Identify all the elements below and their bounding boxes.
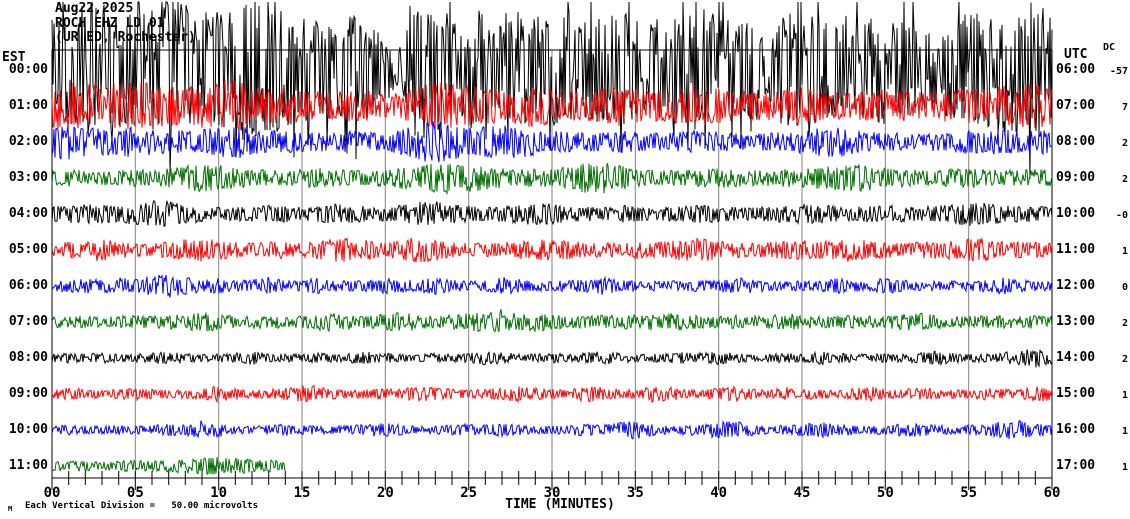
minute-tick-label: 25 xyxy=(460,485,478,501)
est-hour-label: 02:00 xyxy=(8,134,48,149)
minute-tick-label: 55 xyxy=(960,485,978,501)
trace-row xyxy=(51,274,1053,298)
trace-row xyxy=(51,349,1053,368)
minute-tick-label: 15 xyxy=(293,485,311,501)
trace-row xyxy=(51,1,1053,179)
dc-value: 2 xyxy=(1121,354,1128,365)
utc-hour-label: 06:00 xyxy=(1056,62,1096,77)
trace-row xyxy=(51,309,1053,333)
dc-value: 2 xyxy=(1121,318,1128,329)
dc-value: 1 xyxy=(1121,390,1128,401)
trace-row xyxy=(51,120,1053,163)
est-timezone-label: EST xyxy=(2,50,26,65)
dc-value: 2 xyxy=(1121,174,1128,185)
scale-marker-icon: M xyxy=(8,505,13,513)
minute-tick-label: 10 xyxy=(210,485,228,501)
dc-value: -0 xyxy=(1115,210,1128,221)
dc-value: 0 xyxy=(1121,282,1128,293)
scale-note-text: Each Vertical Division = xyxy=(25,501,156,511)
trace-row xyxy=(51,162,1053,196)
utc-hour-label: 11:00 xyxy=(1056,242,1096,257)
utc-hour-label: 13:00 xyxy=(1056,314,1096,329)
est-hour-label: 06:00 xyxy=(8,278,48,293)
trace-row xyxy=(51,237,1053,263)
utc-hour-label: 08:00 xyxy=(1056,134,1096,149)
est-hour-label: 08:00 xyxy=(8,350,48,365)
trace-row xyxy=(51,457,286,475)
dc-value: 2 xyxy=(1121,138,1128,149)
scale-note-value: 50.00 microvolts xyxy=(171,501,259,511)
minute-tick-label: 20 xyxy=(376,485,394,501)
utc-timezone-label: UTC xyxy=(1064,47,1088,62)
utc-hour-label: 14:00 xyxy=(1056,350,1096,365)
est-hour-label: 05:00 xyxy=(8,242,48,257)
dc-value: 1 xyxy=(1121,462,1128,473)
minute-tick-label: 35 xyxy=(626,485,644,501)
minute-tick-label: 30 xyxy=(543,485,561,501)
x-axis-title: TIME (MINUTES) xyxy=(505,497,615,512)
scale-note: Each Vertical Division = 50.00 microvolt… xyxy=(25,501,258,511)
est-hour-label: 01:00 xyxy=(8,98,48,113)
trace-row xyxy=(51,385,1053,404)
trace-row xyxy=(51,419,1053,440)
minute-tick-label: 45 xyxy=(793,485,811,501)
utc-hour-label: 09:00 xyxy=(1056,170,1096,185)
utc-hour-label: 12:00 xyxy=(1056,278,1096,293)
dc-column-label: DC xyxy=(1103,42,1116,53)
trace-row xyxy=(51,199,1053,227)
plot-frame xyxy=(51,49,1053,479)
dc-value: 7 xyxy=(1121,102,1128,113)
station-code: ROCH EHZ LD 01 xyxy=(55,16,165,31)
utc-hour-label: 15:00 xyxy=(1056,386,1096,401)
grid-lines xyxy=(134,50,970,478)
est-hour-label: 03:00 xyxy=(8,170,48,185)
station-location: (UR ED, Rochester) xyxy=(55,30,196,45)
est-hour-label: 09:00 xyxy=(8,386,48,401)
est-hour-label: 07:00 xyxy=(8,314,48,329)
dc-value: 1 xyxy=(1121,246,1128,257)
recording-date: Aug22,2025 xyxy=(55,1,134,16)
utc-hour-label: 16:00 xyxy=(1056,422,1096,437)
minute-tick-label: 60 xyxy=(1043,485,1061,501)
est-hour-label: 10:00 xyxy=(8,422,48,437)
minute-tick-label: 05 xyxy=(126,485,144,501)
minute-tick-label: 50 xyxy=(876,485,894,501)
est-hour-label: 00:00 xyxy=(8,62,48,77)
dc-value: 1 xyxy=(1121,426,1128,437)
minute-tick-label: 00 xyxy=(43,485,61,501)
utc-hour-label: 10:00 xyxy=(1056,206,1096,221)
trace-row xyxy=(51,79,1053,131)
utc-hour-label: 07:00 xyxy=(1056,98,1096,113)
est-hour-label: 04:00 xyxy=(8,206,48,221)
est-hour-label: 11:00 xyxy=(8,458,48,473)
minute-tick-label: 40 xyxy=(710,485,728,501)
utc-hour-label: 17:00 xyxy=(1056,458,1096,473)
dc-value: -57 xyxy=(1109,66,1128,77)
